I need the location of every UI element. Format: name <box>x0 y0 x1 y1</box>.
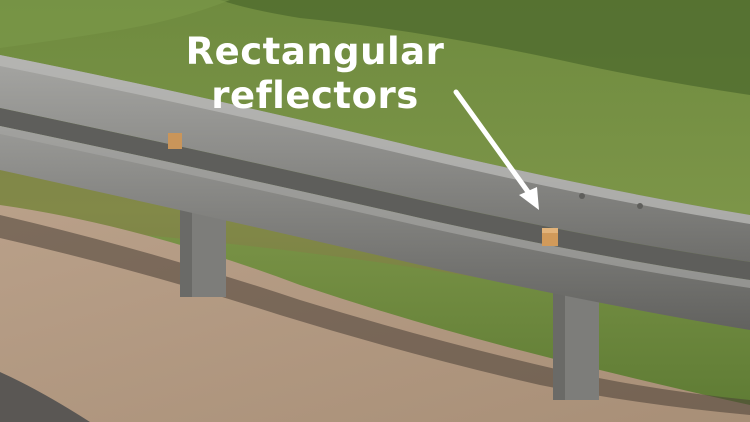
annotation-line-1: Rectangular <box>185 30 445 73</box>
bolt <box>637 203 643 209</box>
rail-lower <box>0 126 750 330</box>
rail-groove <box>0 108 750 280</box>
rail-upper <box>0 55 750 262</box>
annotation-line-2: reflectors <box>211 74 419 117</box>
bolt <box>579 193 585 199</box>
reflector-left <box>168 133 182 149</box>
asphalt-edge <box>0 372 90 422</box>
annotation-label: Rectangular reflectors <box>150 30 480 118</box>
annotation-arrow <box>453 89 539 210</box>
upper-vegetation <box>220 0 750 95</box>
